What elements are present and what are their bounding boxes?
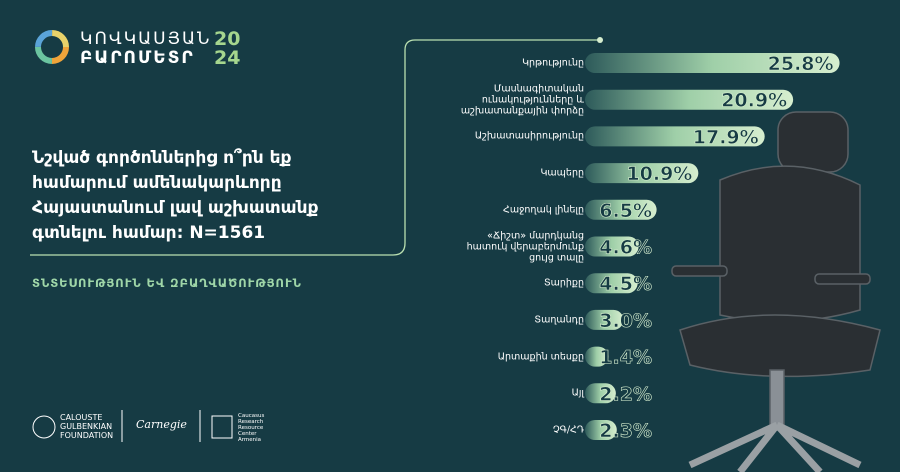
logo-line1: ԿՈՎԿԱՍՅԱՆ <box>80 29 212 49</box>
logo-year2: 24 <box>214 47 241 69</box>
chart-title: Նշված գործոններից ո՞րն եք համարում ամենա… <box>32 148 319 243</box>
bar <box>585 126 765 147</box>
footer-carnegie: Carnegie <box>136 418 187 431</box>
category-label: Աշխատասիրությունը <box>474 130 584 142</box>
bar <box>585 53 840 73</box>
bar <box>585 309 624 330</box>
logo-icon <box>35 30 69 64</box>
footer-logos <box>32 410 233 442</box>
value-label: 2.2% <box>599 383 652 405</box>
value-label: 25.8% <box>768 53 834 75</box>
footer-crrc: Caucasus Research Resource Center Armeni… <box>238 413 265 443</box>
value-label: 1.4% <box>599 347 652 369</box>
value-label: 2.3% <box>599 420 652 442</box>
value-label: 3.0% <box>599 310 652 332</box>
category-label: Հաջողակ լինելը <box>503 204 584 216</box>
value-label: 10.9% <box>626 163 692 185</box>
bar <box>585 163 699 184</box>
category-label: Կրթությունը <box>522 57 584 69</box>
bar <box>585 236 639 257</box>
category-label: Կապերը <box>540 167 584 179</box>
decor-dot <box>597 37 603 43</box>
value-label: 4.6% <box>599 237 652 259</box>
logo-year1: 20 <box>214 28 241 50</box>
decor-line <box>30 39 600 256</box>
value-label: 20.9% <box>721 90 787 112</box>
category-label: Մասնագիտական ունակությունները և աշխատանք… <box>460 83 584 117</box>
bar <box>585 199 657 220</box>
chair <box>671 111 881 472</box>
footer-gulbenkian: CALOUSTE GULBENKIAN FOUNDATION <box>60 413 114 440</box>
bar <box>585 420 617 440</box>
logo-line2: ԲԱՐՈՄԵՏՐ <box>80 48 195 68</box>
value-label: 6.5% <box>599 200 652 222</box>
category-label: Տարիքը <box>543 277 584 289</box>
value-label: 17.9% <box>693 126 759 148</box>
value-label: 4.5% <box>599 273 652 295</box>
category-label: Այլ <box>571 387 584 399</box>
bar <box>585 383 616 404</box>
bar <box>585 89 794 110</box>
chart-subtitle: ՏՆՏԵՍՈՒԹՅՈՒՆ ԵՎ ԶԲԱՂՎԱԾՈՒԹՅՈՒՆ <box>32 276 302 290</box>
category-label: «Ճիշտ» մարդկանց հատուկ վերաբերմունք ցույ… <box>466 230 584 263</box>
bar <box>585 273 638 294</box>
category-label: Արտաքին տեսքը <box>497 351 584 363</box>
bar <box>585 346 609 367</box>
category-label: Տաղանդը <box>534 314 584 326</box>
category-label: ՉԳ/ՀԴ <box>552 424 584 436</box>
